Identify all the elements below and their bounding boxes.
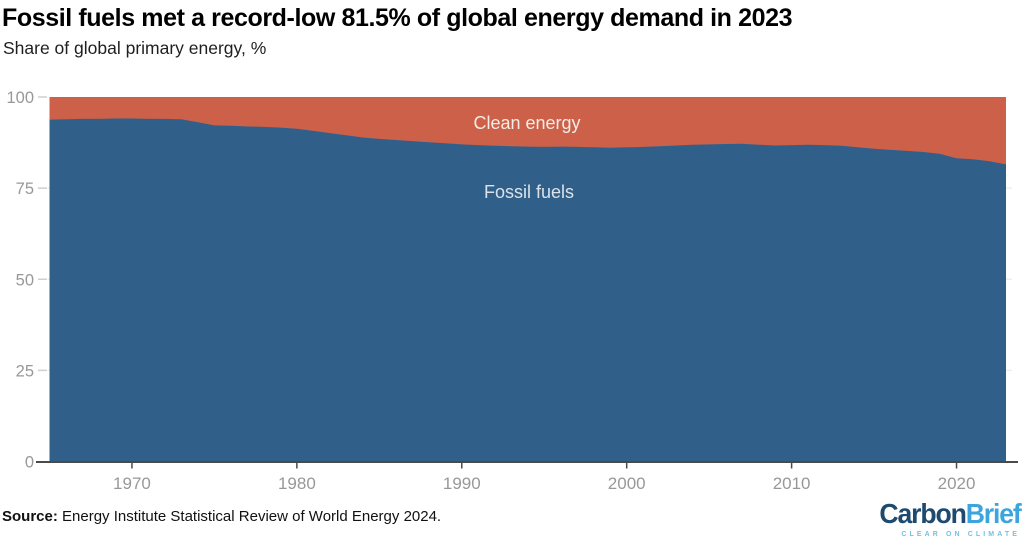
y-axis: 0 25 50 75 100 [6, 89, 47, 472]
logo-tagline: CLEAR ON CLIMATE [901, 531, 1020, 538]
source-note: Source: Energy Institute Statistical Rev… [2, 508, 441, 525]
clean-energy-area-label: Clean energy [473, 113, 580, 133]
y-tick-label: 100 [6, 89, 34, 107]
source-label: Source: [2, 508, 58, 525]
x-tick-label: 1970 [113, 474, 151, 493]
logo-wordmark: CarbonBrief [879, 498, 1022, 529]
x-tick-label: 1980 [278, 474, 316, 493]
y-tick-label: 25 [16, 362, 34, 380]
x-tick-label: 2010 [773, 474, 811, 493]
y-tick-label: 0 [25, 454, 34, 472]
fossil-fuels-area [49, 118, 1006, 462]
chart-subtitle: Share of global primary energy, % [3, 38, 267, 58]
x-tick-label: 2020 [938, 474, 976, 493]
x-tick-label: 2000 [608, 474, 646, 493]
fossil-fuels-fill [49, 118, 1006, 462]
logo-carbon: Carbon [879, 498, 967, 529]
chart-title: Fossil fuels met a record-low 81.5% of g… [2, 4, 793, 32]
fossil-fuels-area-label: Fossil fuels [484, 182, 574, 202]
source-text: Energy Institute Statistical Review of W… [62, 508, 442, 525]
y-tick-label: 75 [16, 180, 34, 198]
x-axis: 1970 1980 1990 2000 2010 2020 [36, 461, 1018, 493]
x-tick-label: 1990 [443, 474, 481, 493]
y-tick-label: 50 [16, 271, 34, 289]
carbonbrief-logo: CarbonBrief CLEAR ON CLIMATE [872, 498, 1022, 539]
logo-brief: Brief [966, 498, 1022, 529]
